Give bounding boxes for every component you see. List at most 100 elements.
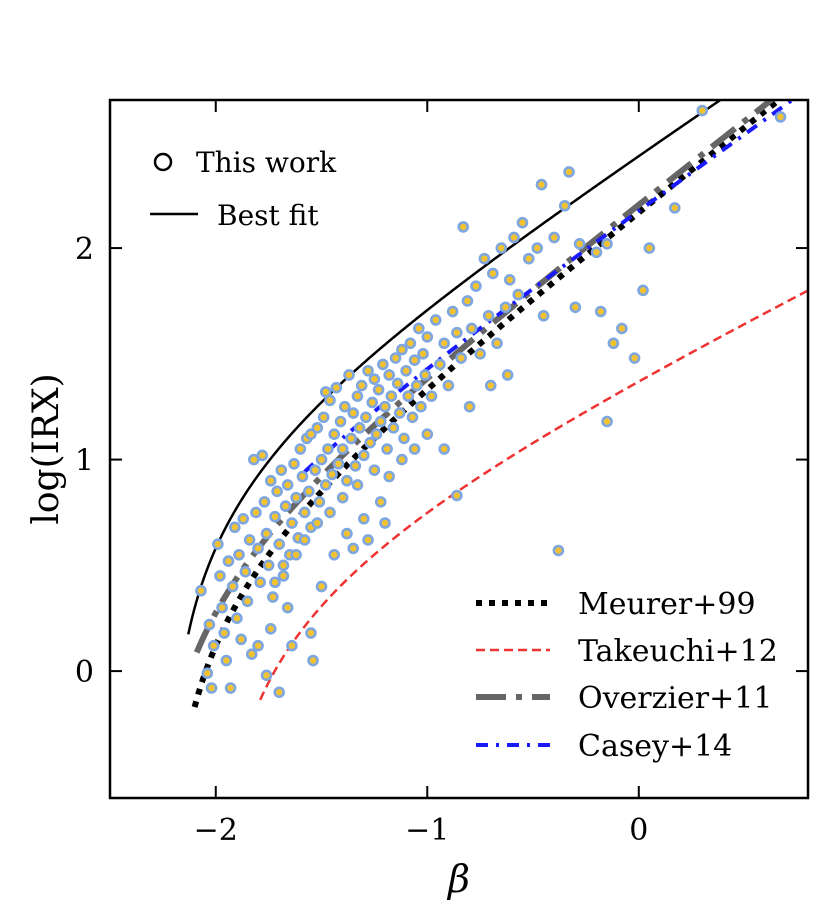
data-point xyxy=(696,104,709,117)
data-point xyxy=(387,422,400,434)
data-point xyxy=(288,458,300,470)
plot-frame xyxy=(108,98,810,800)
x-axis-label: β xyxy=(446,857,470,901)
data-point xyxy=(442,379,455,392)
data-point xyxy=(205,682,218,694)
data-point xyxy=(501,369,514,381)
data-point xyxy=(260,527,273,540)
data-point xyxy=(336,491,349,504)
data-point xyxy=(408,354,421,366)
y-tick-label: 2 xyxy=(75,232,94,267)
data-point xyxy=(410,379,423,392)
data-point xyxy=(558,199,571,212)
data-point xyxy=(607,337,620,350)
data-point xyxy=(351,479,364,491)
data-point xyxy=(531,242,544,254)
data-point xyxy=(478,252,491,265)
data-point xyxy=(372,383,385,396)
data-point xyxy=(512,288,525,301)
legend-overzier-label: Overzier+11 xyxy=(578,681,772,716)
data-point xyxy=(243,534,256,546)
data-point xyxy=(379,517,391,529)
data-point xyxy=(345,432,357,445)
legend-this-work-label: This work xyxy=(196,146,337,179)
data-point xyxy=(438,337,450,350)
legend-casey-label: Casey+14 xyxy=(578,729,732,764)
data-point xyxy=(362,364,374,377)
data-point xyxy=(315,453,328,466)
curve-takeuchi xyxy=(259,289,808,701)
y-axis-ticks: 0 1 2 xyxy=(75,232,808,690)
data-point xyxy=(220,654,233,667)
data-point xyxy=(203,618,216,631)
data-point xyxy=(601,415,613,428)
data-point xyxy=(319,386,332,398)
data-point xyxy=(231,612,243,625)
data-point xyxy=(250,506,262,519)
data-point xyxy=(463,400,476,413)
data-point xyxy=(303,485,315,498)
data-point xyxy=(262,559,275,572)
data-point xyxy=(330,381,343,394)
data-point xyxy=(391,377,404,390)
data-point xyxy=(264,474,277,487)
data-point xyxy=(461,295,474,307)
data-point xyxy=(226,580,239,593)
data-point xyxy=(201,667,214,680)
x-tick-label: 0 xyxy=(629,813,648,848)
data-point xyxy=(417,348,429,360)
data-point xyxy=(535,178,548,191)
data-point xyxy=(362,534,374,546)
data-point xyxy=(368,464,381,476)
data-point xyxy=(273,538,286,550)
data-point xyxy=(224,682,237,694)
data-point xyxy=(569,301,582,314)
data-point xyxy=(290,491,302,504)
data-point xyxy=(491,337,503,350)
data-point xyxy=(616,322,628,335)
data-point xyxy=(487,267,499,280)
data-point xyxy=(317,411,330,424)
data-point xyxy=(281,601,294,614)
data-point xyxy=(273,686,286,699)
data-point xyxy=(237,512,250,525)
data-point xyxy=(277,559,290,572)
data-point xyxy=(281,479,294,491)
data-point xyxy=(305,428,317,440)
data-point xyxy=(233,548,245,561)
data-point xyxy=(774,111,787,123)
data-point xyxy=(326,468,338,481)
data-point xyxy=(366,396,379,409)
data-point xyxy=(522,252,535,265)
data-point xyxy=(322,443,334,455)
data-point xyxy=(311,517,324,529)
data-point xyxy=(396,343,408,356)
data-point xyxy=(258,496,271,508)
data-point xyxy=(324,506,336,519)
data-point xyxy=(355,379,368,392)
data-point xyxy=(377,358,389,371)
data-point xyxy=(601,238,613,250)
legend-this-work-marker xyxy=(153,152,173,172)
data-point xyxy=(307,654,319,667)
data-point xyxy=(400,364,412,377)
data-point xyxy=(364,436,376,449)
data-point xyxy=(294,443,307,455)
data-point xyxy=(279,500,292,512)
data-point xyxy=(228,521,241,534)
data-point xyxy=(218,627,231,639)
data-point xyxy=(457,221,470,233)
curve-best_fit xyxy=(187,100,723,635)
data-point xyxy=(239,565,252,578)
data-point xyxy=(260,669,273,682)
data-point xyxy=(269,510,281,523)
curve-casey xyxy=(303,100,796,474)
data-point xyxy=(383,369,396,381)
data-point xyxy=(370,428,383,440)
data-point xyxy=(343,369,355,381)
data-point xyxy=(195,584,207,597)
data-point xyxy=(216,601,228,614)
data-point xyxy=(381,443,393,455)
data-point xyxy=(332,458,345,470)
